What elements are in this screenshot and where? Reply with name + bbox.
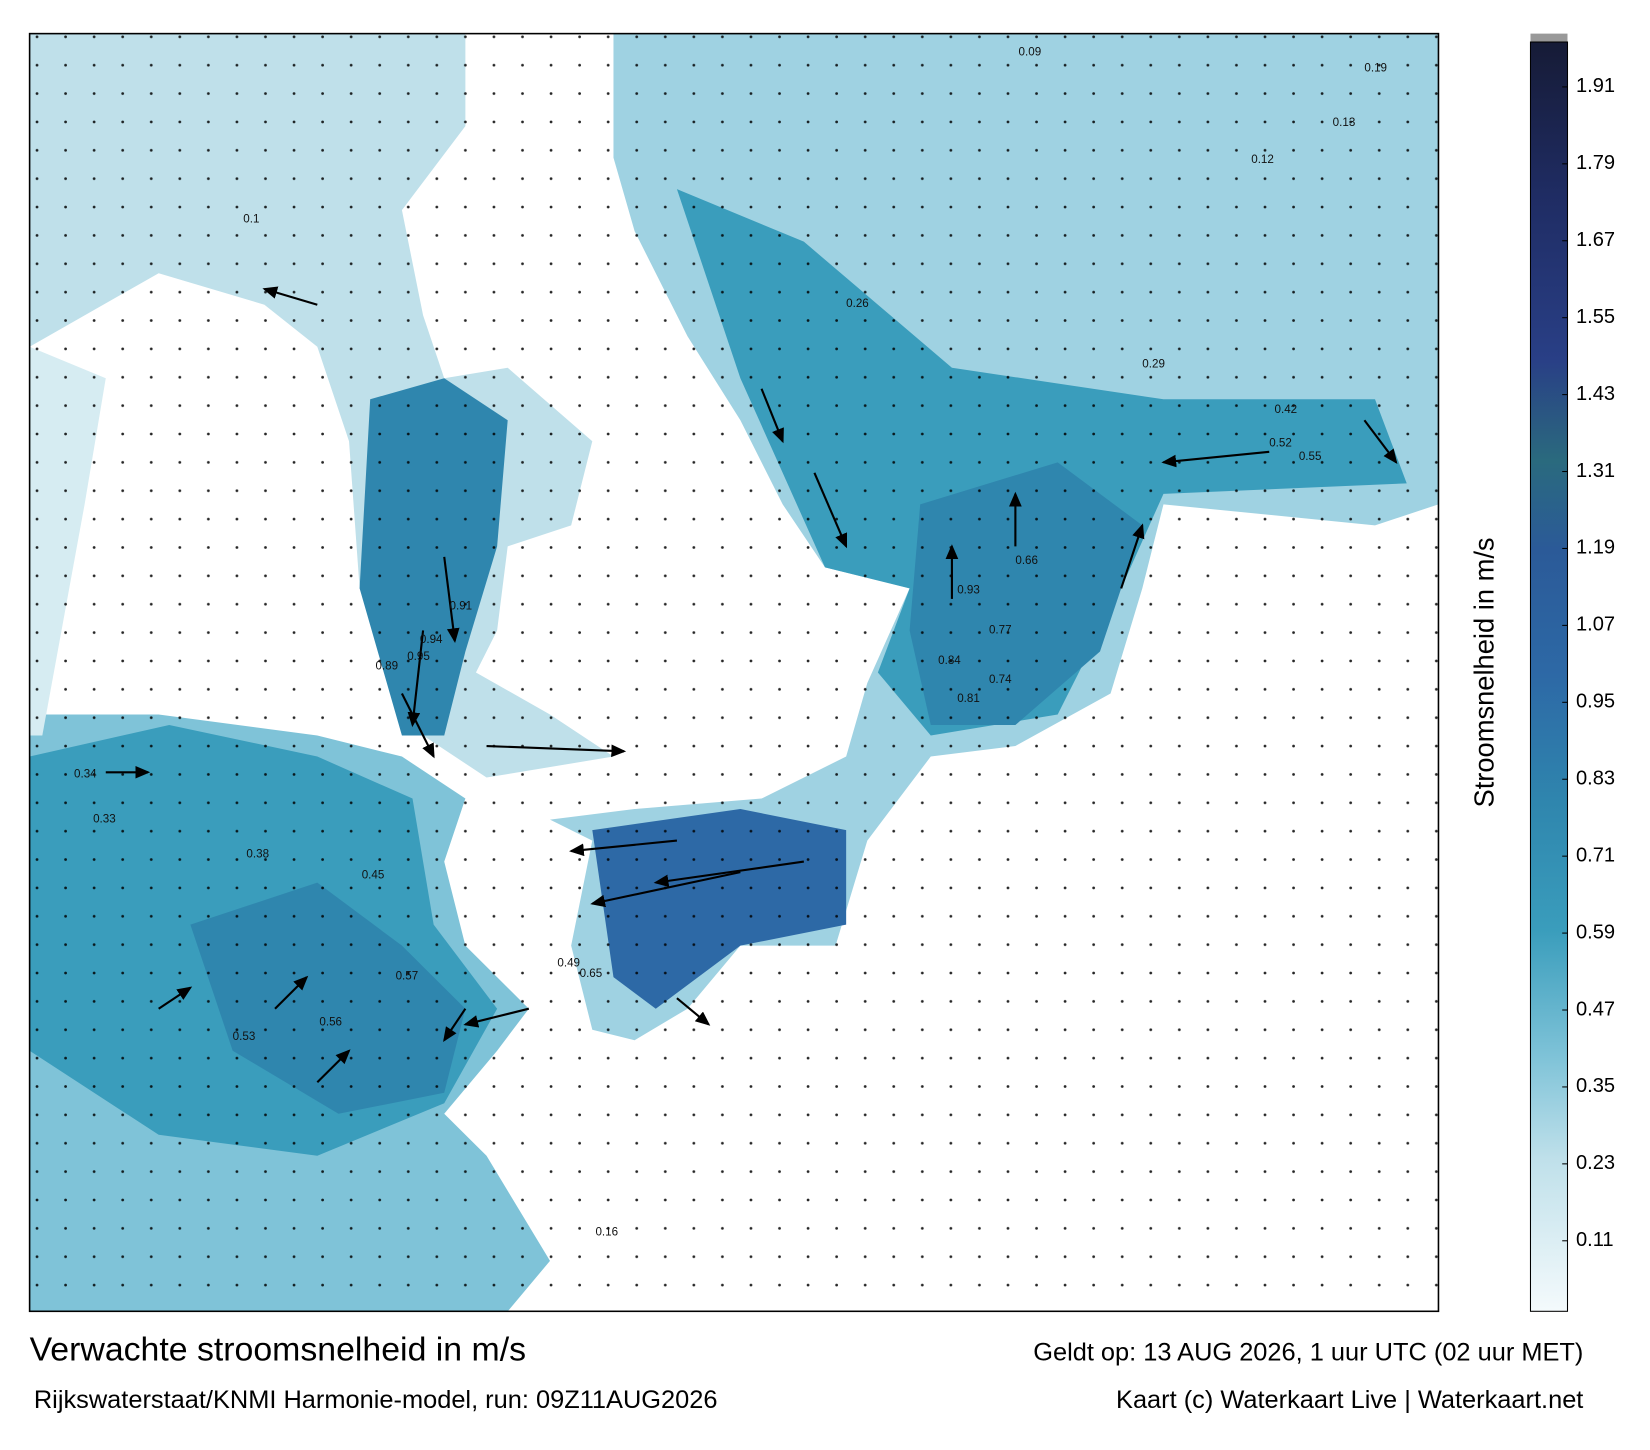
current-label: 0.95: [407, 651, 430, 663]
colorbar-tick-label: 0.35: [1576, 1075, 1615, 1097]
current-label: 0.89: [375, 660, 398, 672]
current-label: 0.81: [957, 693, 980, 705]
current-label: 0.93: [957, 585, 980, 597]
colorbar-tick-label: 1.67: [1576, 229, 1615, 251]
current-label: 0.94: [420, 634, 443, 646]
colorbar-tick-label: 0.47: [1576, 998, 1615, 1020]
colorbar-tick-label: 1.55: [1576, 306, 1615, 328]
current-label: 0.42: [1275, 404, 1298, 416]
footer-source: Rijkswaterstaat/KNMI Harmonie-model, run…: [34, 1386, 718, 1414]
current-label: 0.38: [246, 848, 269, 860]
current-label: 0.1: [243, 214, 259, 226]
colorbar-tick-label: 0.23: [1576, 1152, 1615, 1174]
colorbar-tick-label: 1.31: [1576, 460, 1615, 482]
current-label: 0.74: [989, 674, 1012, 686]
colorbar-tick-label: 0.59: [1576, 921, 1615, 943]
colorbar-label: Stroomsnelheid in m/s: [1468, 537, 1499, 807]
current-label: 0.45: [362, 869, 385, 881]
current-label: 0.56: [319, 1017, 342, 1029]
footer-valid: Geldt op: 13 AUG 2026, 1 uur UTC (02 uur…: [1033, 1339, 1583, 1367]
current-label: 0.55: [1299, 451, 1322, 463]
current-label: 0.13: [1333, 117, 1356, 129]
current-label: 0.16: [595, 1227, 618, 1239]
current-label: 0.66: [1015, 555, 1038, 567]
footer-title: Verwachte stroomsnelheid in m/s: [30, 1331, 526, 1369]
current-label: 0.26: [846, 298, 869, 310]
footer-credit: Kaart (c) Waterkaart Live | Waterkaart.n…: [1116, 1386, 1583, 1414]
current-labels: 0.91 0.94 0.89 0.95 0.84 0.93 0.77 0.74 …: [74, 47, 1387, 1239]
current-label: 0.53: [233, 1031, 256, 1043]
colorbar-tick-label: 0.95: [1576, 691, 1615, 713]
colorbar-tick-label: 0.71: [1576, 844, 1615, 866]
current-label: 0.49: [557, 958, 580, 970]
current-label: 0.57: [396, 970, 419, 982]
colorbar-tick-label: 1.79: [1576, 152, 1615, 174]
colorbar-tick-label: 1.19: [1576, 537, 1615, 559]
current-label: 0.12: [1251, 154, 1274, 166]
current-arrows: [105, 286, 1398, 1083]
current-label: 0.77: [989, 625, 1012, 637]
map-frame: [28, 32, 1440, 1313]
current-label: 0.52: [1269, 438, 1292, 450]
current-label: 0.09: [1019, 47, 1042, 59]
colorbar-tick-label: 1.43: [1576, 383, 1615, 405]
colorbar-tick-label: 0.11: [1576, 1229, 1614, 1251]
colorbar-scale: [1529, 41, 1569, 1312]
current-label: 0.65: [580, 968, 603, 980]
colorbar: [1529, 33, 1569, 1312]
colorbar-tick-label: 1.91: [1576, 75, 1615, 97]
current-label: 0.84: [938, 655, 961, 667]
colorbar-tick-label: 0.83: [1576, 768, 1615, 790]
current-label: 0.19: [1364, 62, 1387, 74]
current-label: 0.34: [74, 769, 97, 781]
current-label: 0.33: [93, 814, 116, 826]
colorbar-tick-label: 1.07: [1576, 614, 1615, 636]
current-label: 0.91: [450, 600, 473, 612]
map-area: 0.91 0.94 0.89 0.95 0.84 0.93 0.77 0.74 …: [29, 33, 1439, 1312]
current-label: 0.29: [1142, 359, 1165, 371]
